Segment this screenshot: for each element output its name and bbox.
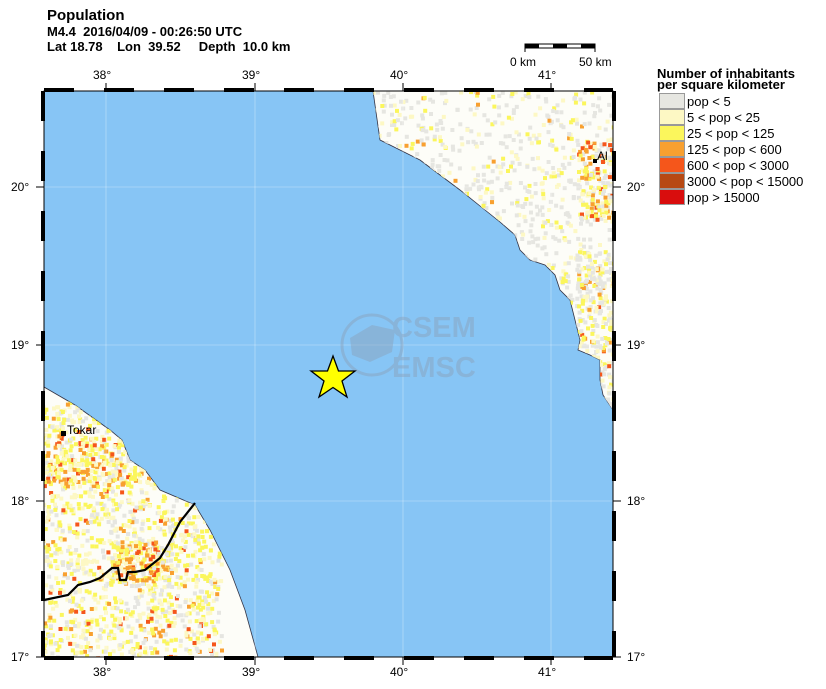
map-frame xyxy=(36,83,621,665)
legend-item: 25 < pop < 125 xyxy=(659,125,819,141)
legend-swatch xyxy=(659,157,685,173)
legend-label: 3000 < pop < 15000 xyxy=(687,174,804,189)
lat-tick-label: 20° xyxy=(11,180,30,194)
legend-item: 600 < pop < 3000 xyxy=(659,157,819,173)
legend-item: 125 < pop < 600 xyxy=(659,141,819,157)
lat-tick-label: 19° xyxy=(11,338,30,352)
legend-swatch xyxy=(659,93,685,109)
scale-left-label: 0 km xyxy=(510,55,536,69)
legend-swatch xyxy=(659,173,685,189)
svg-text:CSEM: CSEM xyxy=(392,312,476,344)
country-border xyxy=(44,502,196,602)
legend-item: 3000 < pop < 15000 xyxy=(659,173,819,189)
lon-tick-label: 41° xyxy=(538,68,557,82)
lat-tick-label: 19° xyxy=(627,338,646,352)
lon-tick-label: 38° xyxy=(93,665,112,679)
legend-title-line1: Number of inhabitants xyxy=(657,66,795,81)
graticule xyxy=(44,91,613,657)
csem-emsc-watermark: CSEM EMSC xyxy=(340,312,476,384)
legend-label: pop > 15000 xyxy=(687,190,760,205)
land-arabia xyxy=(372,91,613,411)
lon-tick-label: 39° xyxy=(242,68,261,82)
scale-bar xyxy=(524,43,596,52)
legend-item: pop > 15000 xyxy=(659,189,819,205)
lon-tick-label: 40° xyxy=(390,68,409,82)
legend-title: Number of inhabitants per square kilomet… xyxy=(657,66,795,92)
legend-label: 600 < pop < 3000 xyxy=(687,158,789,173)
event-location: Lat 18.78 Lon 39.52 Depth 10.0 km xyxy=(47,39,291,54)
legend-label: 5 < pop < 25 xyxy=(687,110,761,125)
legend-swatch xyxy=(659,109,685,125)
legend-label: 125 < pop < 600 xyxy=(687,142,782,157)
lon-tick-label: 38° xyxy=(93,68,112,82)
map-title: Population xyxy=(47,7,125,24)
town-marker-al xyxy=(593,159,597,163)
legend-item: 5 < pop < 25 xyxy=(659,109,819,125)
town-marker-tokar xyxy=(61,431,66,436)
town-label-tokar: Tokar xyxy=(67,423,96,437)
legend-swatch xyxy=(659,141,685,157)
legend-label: pop < 5 xyxy=(687,94,731,109)
town-label-al: Al xyxy=(597,149,608,163)
lat-tick-label: 18° xyxy=(627,494,646,508)
legend-title-line2: per square kilometer xyxy=(657,77,785,92)
legend-swatch xyxy=(659,189,685,205)
lat-tick-label: 18° xyxy=(11,494,30,508)
event-datetime: M4.4 2016/04/09 - 00:26:50 UTC xyxy=(47,24,243,39)
lon-tick-label: 40° xyxy=(390,665,409,679)
lon-tick-label: 39° xyxy=(242,665,261,679)
legend-item: pop < 5 xyxy=(659,93,819,109)
scale-right-label: 50 km xyxy=(579,55,612,69)
lat-tick-label: 17° xyxy=(11,650,30,664)
lat-tick-label: 20° xyxy=(627,180,646,194)
lat-tick-label: 17° xyxy=(627,650,646,664)
svg-text:EMSC: EMSC xyxy=(392,352,476,384)
epicenter-star-icon[interactable] xyxy=(309,354,357,399)
lon-tick-label: 41° xyxy=(538,665,557,679)
legend-label: 25 < pop < 125 xyxy=(687,126,775,141)
legend-swatch xyxy=(659,125,685,141)
